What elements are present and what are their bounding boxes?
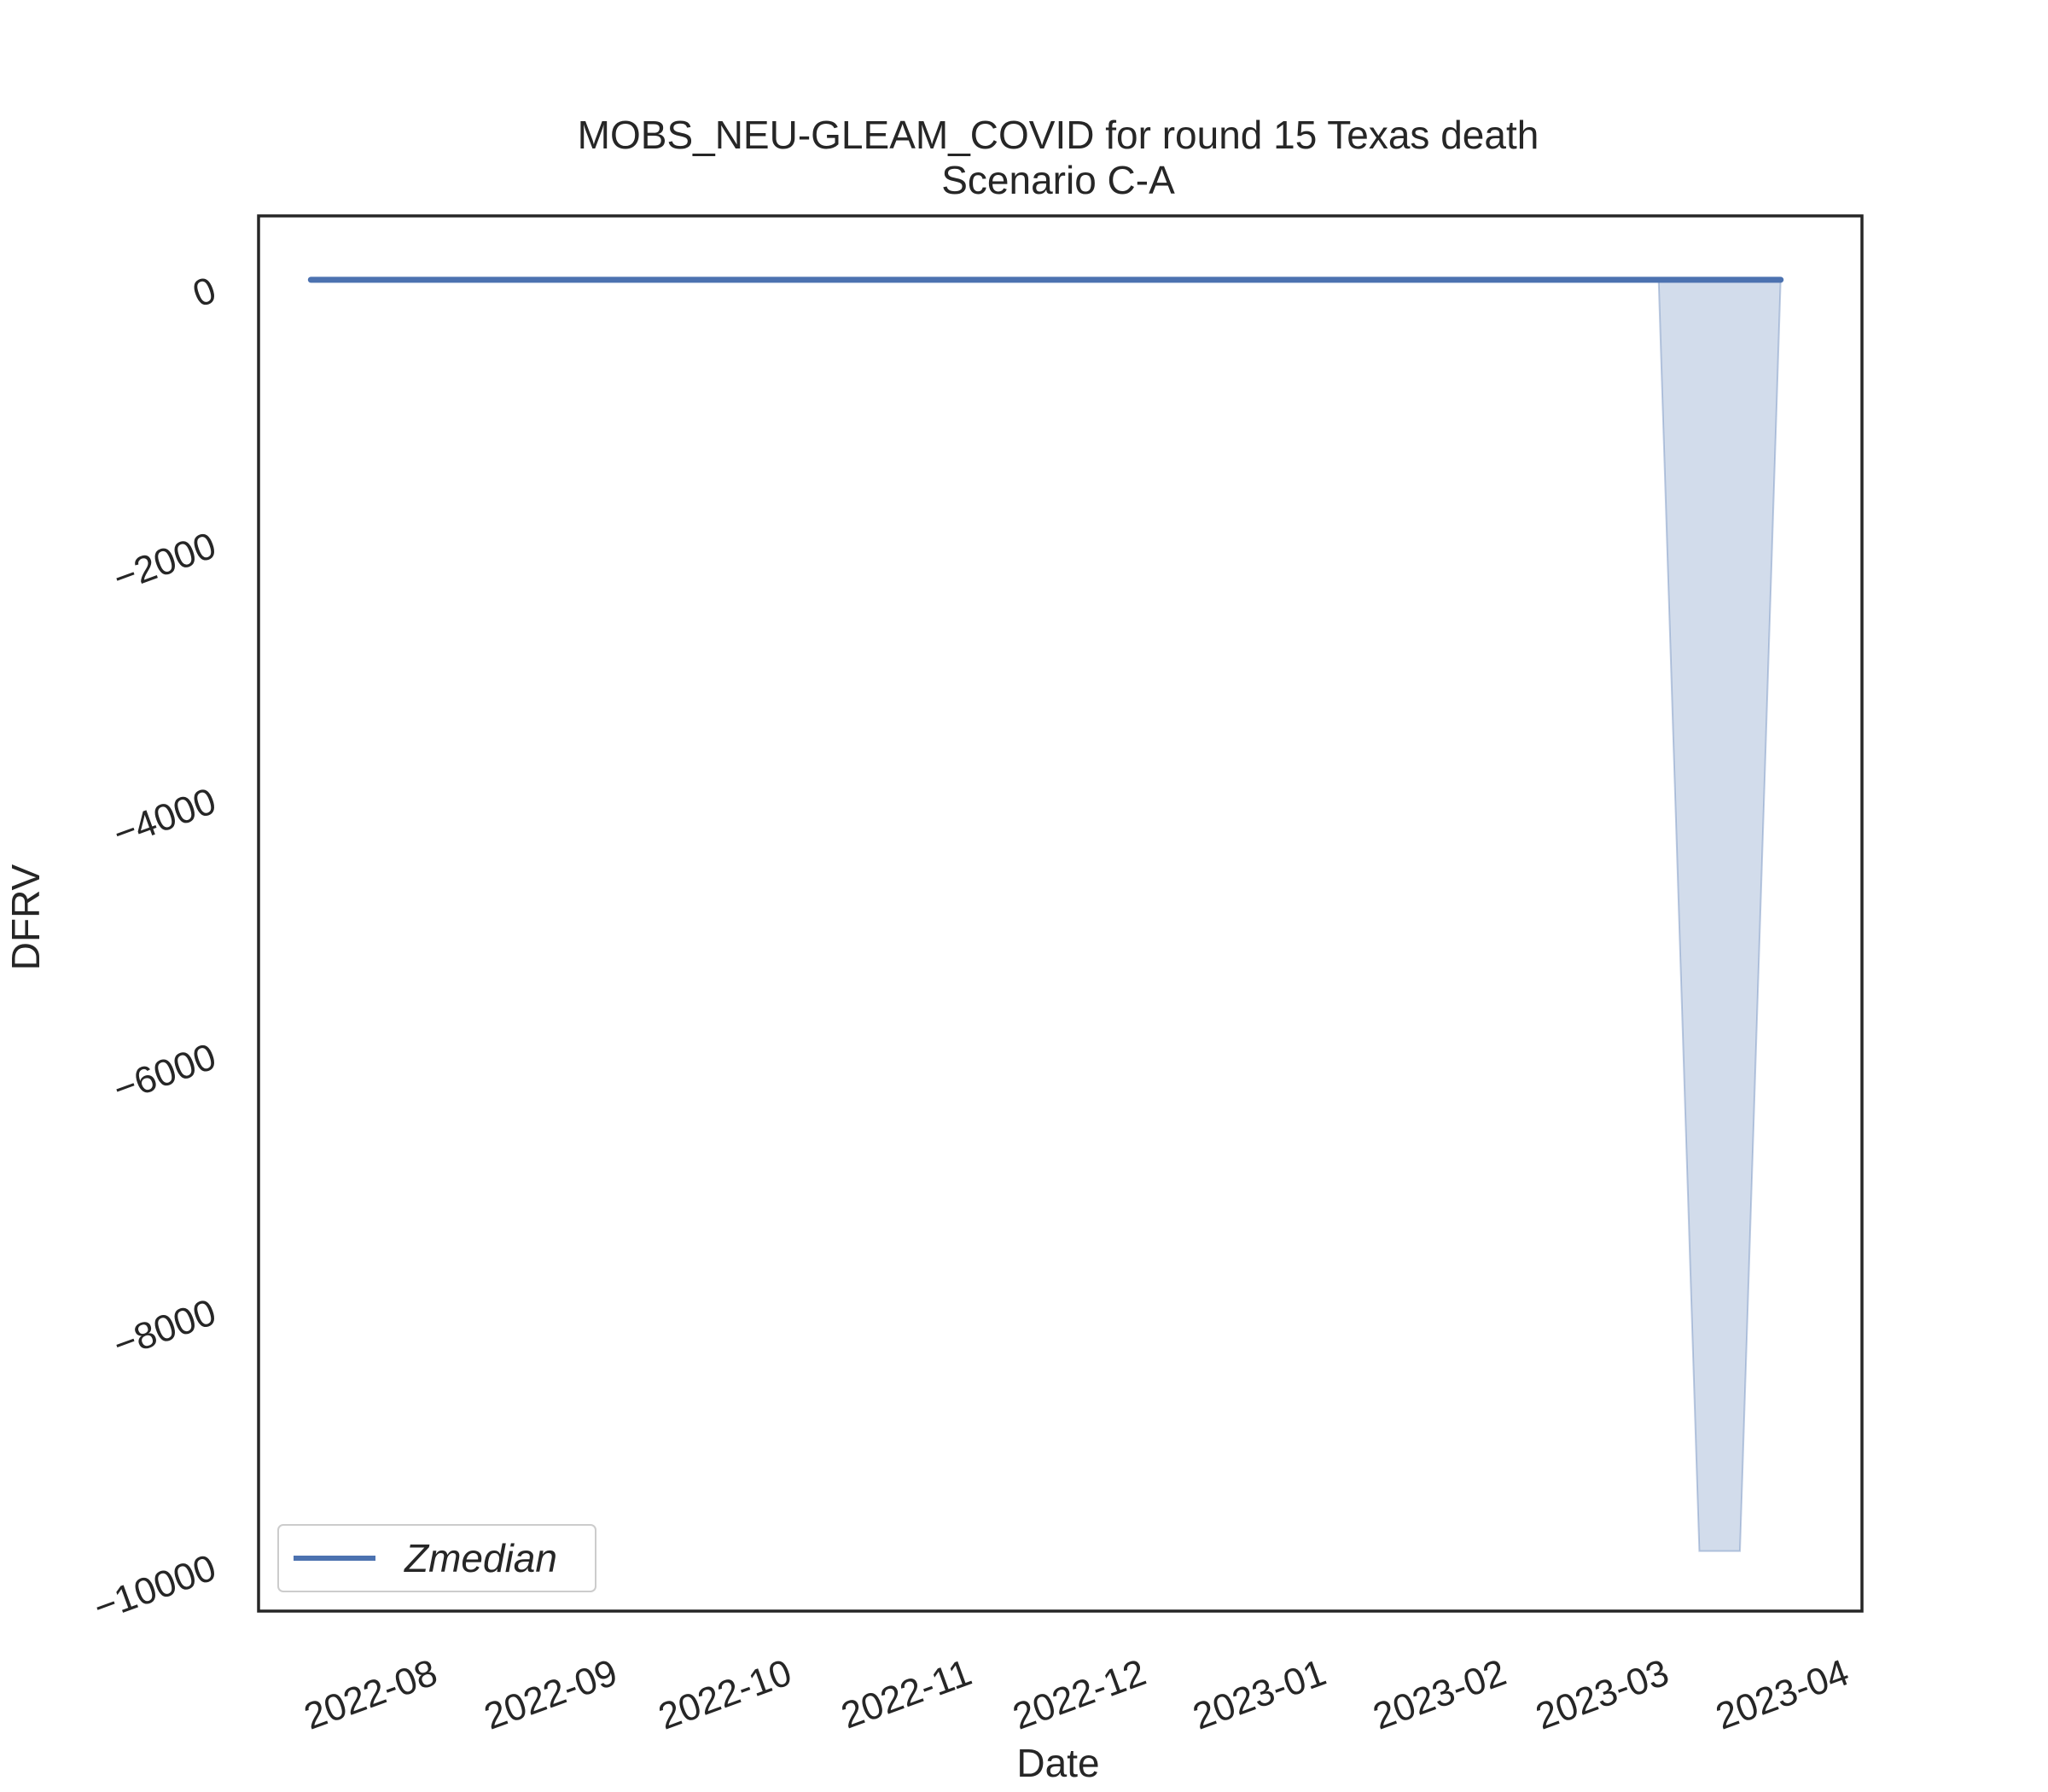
- legend-box: [277, 1524, 596, 1592]
- x-tick-label: 2023-02: [1368, 1651, 1512, 1737]
- y-tick-label: −4000: [108, 780, 222, 855]
- x-tick-label: 2022-11: [835, 1651, 976, 1737]
- chart-title-line: MOBS_NEU-GLEAM_COVID for round 15 Texas …: [578, 113, 1539, 157]
- plot-frame: [257, 214, 1864, 1613]
- legend: Zmedian: [277, 1524, 596, 1592]
- plot-area: [307, 276, 1784, 1552]
- legend-entry-zmedian: Zmedian: [404, 1536, 557, 1580]
- x-tick-label: 2023-01: [1188, 1651, 1332, 1737]
- chart-title: MOBS_NEU-GLEAM_COVID for round 15 Texas …: [578, 113, 1539, 202]
- y-axis-ticks: 0 −2000 −4000 −6000 −8000 −10000: [89, 269, 222, 1629]
- y-tick-label: 0: [188, 269, 222, 315]
- y-tick-label: −6000: [108, 1036, 222, 1111]
- y-tick-label: −10000: [89, 1546, 222, 1629]
- x-tick-label: 2022-09: [479, 1651, 623, 1737]
- x-tick-label: 2023-03: [1530, 1651, 1674, 1737]
- uncertainty-band: [1657, 278, 1782, 1552]
- x-tick-label: 2022-10: [653, 1651, 797, 1737]
- x-tick-label: 2022-12: [1008, 1651, 1152, 1737]
- y-tick-label: −2000: [108, 525, 222, 600]
- x-tick-label: 2023-04: [1710, 1651, 1854, 1737]
- x-axis-ticks: 2022-08 2022-09 2022-10 2022-11 2022-12 2023-…: [299, 1651, 1854, 1737]
- x-axis-label: Date: [1016, 1741, 1099, 1785]
- y-tick-label: −8000: [108, 1291, 222, 1366]
- y-axis-label: DFRV: [3, 864, 48, 970]
- x-tick-label: 2022-08: [299, 1651, 443, 1737]
- chart-subtitle: Scenario C-A: [941, 158, 1175, 202]
